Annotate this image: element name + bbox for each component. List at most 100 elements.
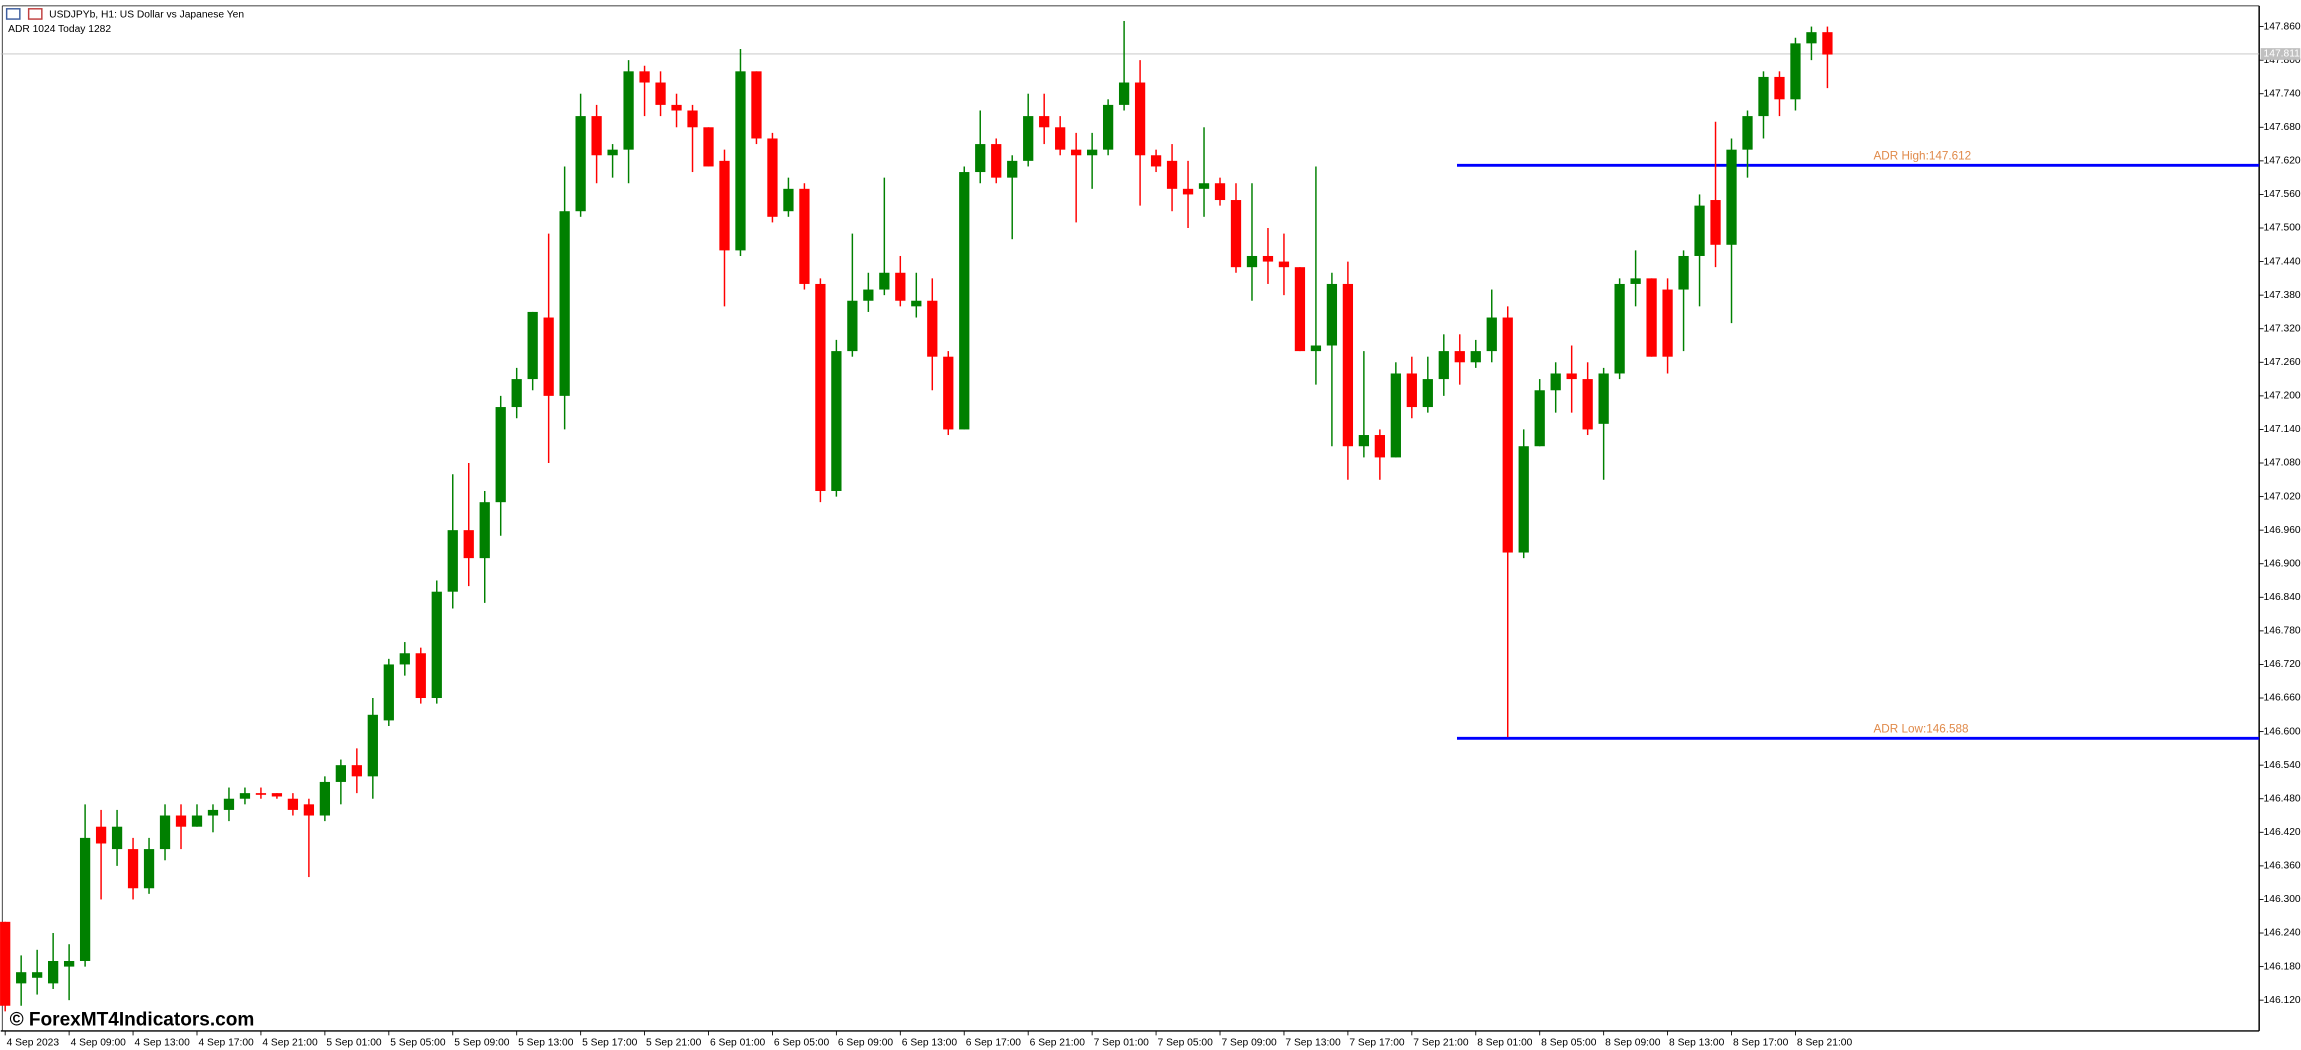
candle-body bbox=[911, 300, 922, 307]
candle-body bbox=[63, 960, 75, 967]
y-tick-label: 146.780 bbox=[2264, 626, 2301, 637]
x-tick-label: 4 Sep 09:00 bbox=[71, 1037, 127, 1048]
candle-body bbox=[863, 289, 874, 301]
candle-body bbox=[1087, 149, 1098, 156]
candle-body bbox=[399, 653, 410, 665]
x-tick-label: 8 Sep 09:00 bbox=[1605, 1037, 1661, 1048]
candle-body bbox=[1039, 116, 1050, 128]
candle-body bbox=[0, 921, 11, 1006]
candle-body bbox=[1374, 435, 1385, 458]
x-tick-label: 7 Sep 05:00 bbox=[1158, 1037, 1214, 1048]
candle-body bbox=[1582, 379, 1593, 430]
candle-body bbox=[1150, 155, 1162, 167]
candle-body bbox=[1007, 160, 1018, 178]
candle-body bbox=[223, 798, 235, 810]
x-tick-label: 4 Sep 21:00 bbox=[262, 1037, 318, 1048]
candle-body bbox=[1566, 373, 1577, 380]
candle-body bbox=[367, 714, 378, 777]
x-tick-label: 6 Sep 01:00 bbox=[710, 1037, 766, 1048]
current-price-label: 147.811 bbox=[2264, 49, 2301, 60]
candle-body bbox=[1278, 261, 1290, 268]
candle-body bbox=[671, 104, 682, 111]
candle-body bbox=[1534, 390, 1545, 447]
candle-body bbox=[543, 317, 554, 396]
y-tick-label: 147.500 bbox=[2264, 223, 2301, 234]
candle-body bbox=[687, 110, 698, 128]
candle-body bbox=[127, 849, 139, 889]
y-tick-label: 146.900 bbox=[2264, 558, 2301, 569]
candle-body bbox=[623, 71, 634, 150]
candle-body bbox=[1662, 289, 1673, 357]
candle-body bbox=[895, 272, 906, 301]
x-tick-label: 6 Sep 05:00 bbox=[774, 1037, 830, 1048]
candle-body bbox=[751, 71, 762, 139]
candle-body bbox=[591, 116, 602, 156]
candle-body bbox=[607, 149, 618, 156]
x-tick-label: 7 Sep 01:00 bbox=[1094, 1037, 1150, 1048]
candle-body bbox=[1710, 200, 1721, 245]
candle-body bbox=[463, 530, 474, 559]
y-tick-label: 147.740 bbox=[2264, 88, 2301, 99]
candle-body bbox=[1518, 446, 1529, 553]
x-tick-label: 4 Sep 13:00 bbox=[135, 1037, 191, 1048]
candle-body bbox=[1134, 82, 1146, 156]
candle-body bbox=[1822, 32, 1833, 55]
candle-body bbox=[335, 765, 346, 782]
y-tick-label: 147.860 bbox=[2264, 21, 2301, 32]
candle-body bbox=[1182, 188, 1194, 195]
chart-icon[interactable] bbox=[27, 8, 43, 20]
candle-body bbox=[1262, 255, 1274, 262]
candle-body bbox=[207, 809, 219, 816]
candle-body bbox=[447, 530, 458, 592]
y-tick-label: 146.360 bbox=[2264, 861, 2301, 872]
candle-body bbox=[1774, 76, 1785, 100]
candle-body bbox=[287, 798, 299, 810]
candle-body bbox=[383, 664, 394, 721]
y-tick-label: 146.240 bbox=[2264, 928, 2301, 939]
candle-body bbox=[111, 826, 123, 850]
candle-body bbox=[1758, 76, 1769, 117]
candle-body bbox=[95, 826, 107, 844]
candle-body bbox=[1326, 283, 1338, 346]
candle-body bbox=[1390, 373, 1401, 458]
x-tick-label: 6 Sep 17:00 bbox=[966, 1037, 1022, 1048]
x-tick-label: 6 Sep 13:00 bbox=[902, 1037, 958, 1048]
x-tick-label: 7 Sep 17:00 bbox=[1349, 1037, 1405, 1048]
y-tick-label: 146.660 bbox=[2264, 693, 2301, 704]
menu-icon[interactable] bbox=[5, 8, 21, 20]
candle-body bbox=[975, 144, 986, 173]
candle-body bbox=[1342, 283, 1354, 447]
x-tick-label: 6 Sep 09:00 bbox=[838, 1037, 894, 1048]
y-tick-label: 147.020 bbox=[2264, 491, 2301, 502]
x-tick-label: 5 Sep 13:00 bbox=[518, 1037, 574, 1048]
candle-body bbox=[159, 815, 171, 850]
y-tick-label: 146.420 bbox=[2264, 827, 2301, 838]
candle-body bbox=[559, 211, 570, 396]
candle-body bbox=[1598, 373, 1609, 424]
x-tick-label: 4 Sep 2023 bbox=[7, 1037, 60, 1048]
candle-body bbox=[1614, 283, 1625, 374]
candle-body bbox=[1102, 104, 1114, 150]
candle-body bbox=[32, 972, 43, 978]
x-tick-label: 6 Sep 21:00 bbox=[1030, 1037, 1086, 1048]
candle-body bbox=[959, 172, 970, 430]
candle-body bbox=[271, 793, 283, 797]
candle-body bbox=[255, 793, 267, 795]
candle-body bbox=[1406, 373, 1417, 408]
candle-body bbox=[1678, 255, 1689, 290]
candle-body bbox=[1550, 373, 1561, 391]
candle-body bbox=[1246, 255, 1258, 268]
candle-body bbox=[943, 356, 954, 430]
candle-body bbox=[175, 815, 187, 827]
candle-body bbox=[1454, 351, 1465, 363]
candle-body bbox=[799, 188, 810, 284]
candle-body bbox=[1294, 267, 1306, 352]
candle-body bbox=[879, 272, 890, 290]
candle-body bbox=[1502, 317, 1513, 553]
candle-body bbox=[191, 815, 203, 827]
candle-body bbox=[1071, 149, 1082, 156]
candle-body bbox=[1214, 183, 1226, 201]
